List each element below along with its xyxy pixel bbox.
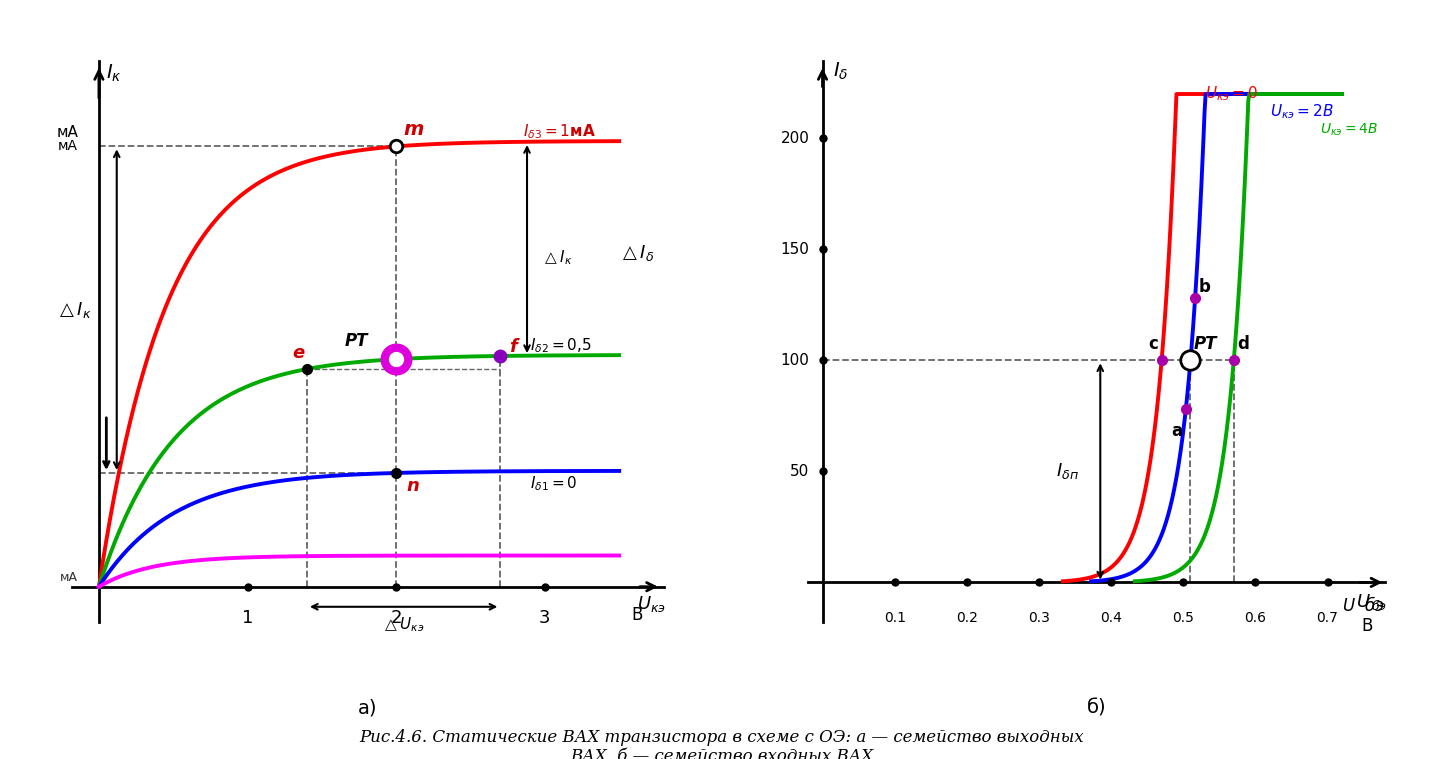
Text: 0.6: 0.6 xyxy=(1244,611,1267,625)
Text: 3: 3 xyxy=(540,609,551,627)
Text: 0.4: 0.4 xyxy=(1100,611,1123,625)
Text: c: c xyxy=(1149,335,1159,354)
Text: n: n xyxy=(407,477,420,495)
Text: $I_{\delta1} = 0$: $I_{\delta1} = 0$ xyxy=(530,475,577,493)
Text: 0.1: 0.1 xyxy=(883,611,906,625)
Text: 0.3: 0.3 xyxy=(1027,611,1051,625)
Text: $I_{\kappa}$: $I_{\kappa}$ xyxy=(107,62,123,83)
Text: $I_{\delta3} = 1$мА: $I_{\delta3} = 1$мА xyxy=(522,123,596,141)
Text: $U_{\kappa э}$: $U_{\kappa э}$ xyxy=(638,594,667,614)
Text: В: В xyxy=(632,606,642,624)
Text: РТ: РТ xyxy=(345,332,368,350)
Text: m: m xyxy=(404,120,424,140)
Text: a: a xyxy=(1172,422,1182,440)
Text: $U_{\,б э}$: $U_{\,б э}$ xyxy=(1356,592,1388,612)
Text: 100: 100 xyxy=(781,353,810,368)
Text: d: d xyxy=(1238,335,1250,354)
Text: f: f xyxy=(509,338,517,355)
Text: мА: мА xyxy=(61,572,78,584)
Text: мА: мА xyxy=(58,140,78,153)
Text: $\triangle I_\delta$: $\triangle I_\delta$ xyxy=(619,243,655,263)
Text: 0.2: 0.2 xyxy=(955,611,978,625)
Text: 0.7: 0.7 xyxy=(1316,611,1339,625)
Text: $I_{\delta2} = 0{,}5$: $I_{\delta2} = 0{,}5$ xyxy=(530,337,592,355)
Text: Рис.4.6. Статические ВАХ транзистора в схеме с ОЭ: а — семейство выходных
ВАХ, б: Рис.4.6. Статические ВАХ транзистора в с… xyxy=(359,729,1084,759)
Text: В: В xyxy=(1362,617,1372,635)
Text: 0.5: 0.5 xyxy=(1172,611,1195,625)
Text: e: e xyxy=(291,344,304,362)
Text: $\triangle I_\kappa$: $\triangle I_\kappa$ xyxy=(543,249,573,267)
Text: 150: 150 xyxy=(781,242,810,257)
Text: b: b xyxy=(1199,278,1211,295)
Text: $I_{\delta п}$: $I_{\delta п}$ xyxy=(1056,461,1079,481)
Text: а): а) xyxy=(358,698,378,717)
Text: РТ: РТ xyxy=(1195,335,1218,354)
Text: $U_{\kappa э}=2$В: $U_{\kappa э}=2$В xyxy=(1270,102,1333,121)
Text: $\triangle U_{\kappa э}$: $\triangle U_{\kappa э}$ xyxy=(382,616,424,635)
Text: 200: 200 xyxy=(781,131,810,146)
Text: $U$  бэ: $U$ бэ xyxy=(1342,597,1385,616)
Text: $U_{\kappa э}=4$В: $U_{\kappa э}=4$В xyxy=(1320,122,1378,138)
Text: 2: 2 xyxy=(391,609,403,627)
Text: мА: мА xyxy=(56,124,78,140)
Text: 50: 50 xyxy=(791,464,810,479)
Text: б): б) xyxy=(1087,698,1107,717)
Text: $U_{\kappa э} = 0$: $U_{\kappa э} = 0$ xyxy=(1205,84,1258,103)
Text: 1: 1 xyxy=(242,609,253,627)
Text: $I_\delta$: $I_\delta$ xyxy=(834,60,848,81)
Text: $\triangle I_\kappa$: $\triangle I_\kappa$ xyxy=(56,300,91,320)
